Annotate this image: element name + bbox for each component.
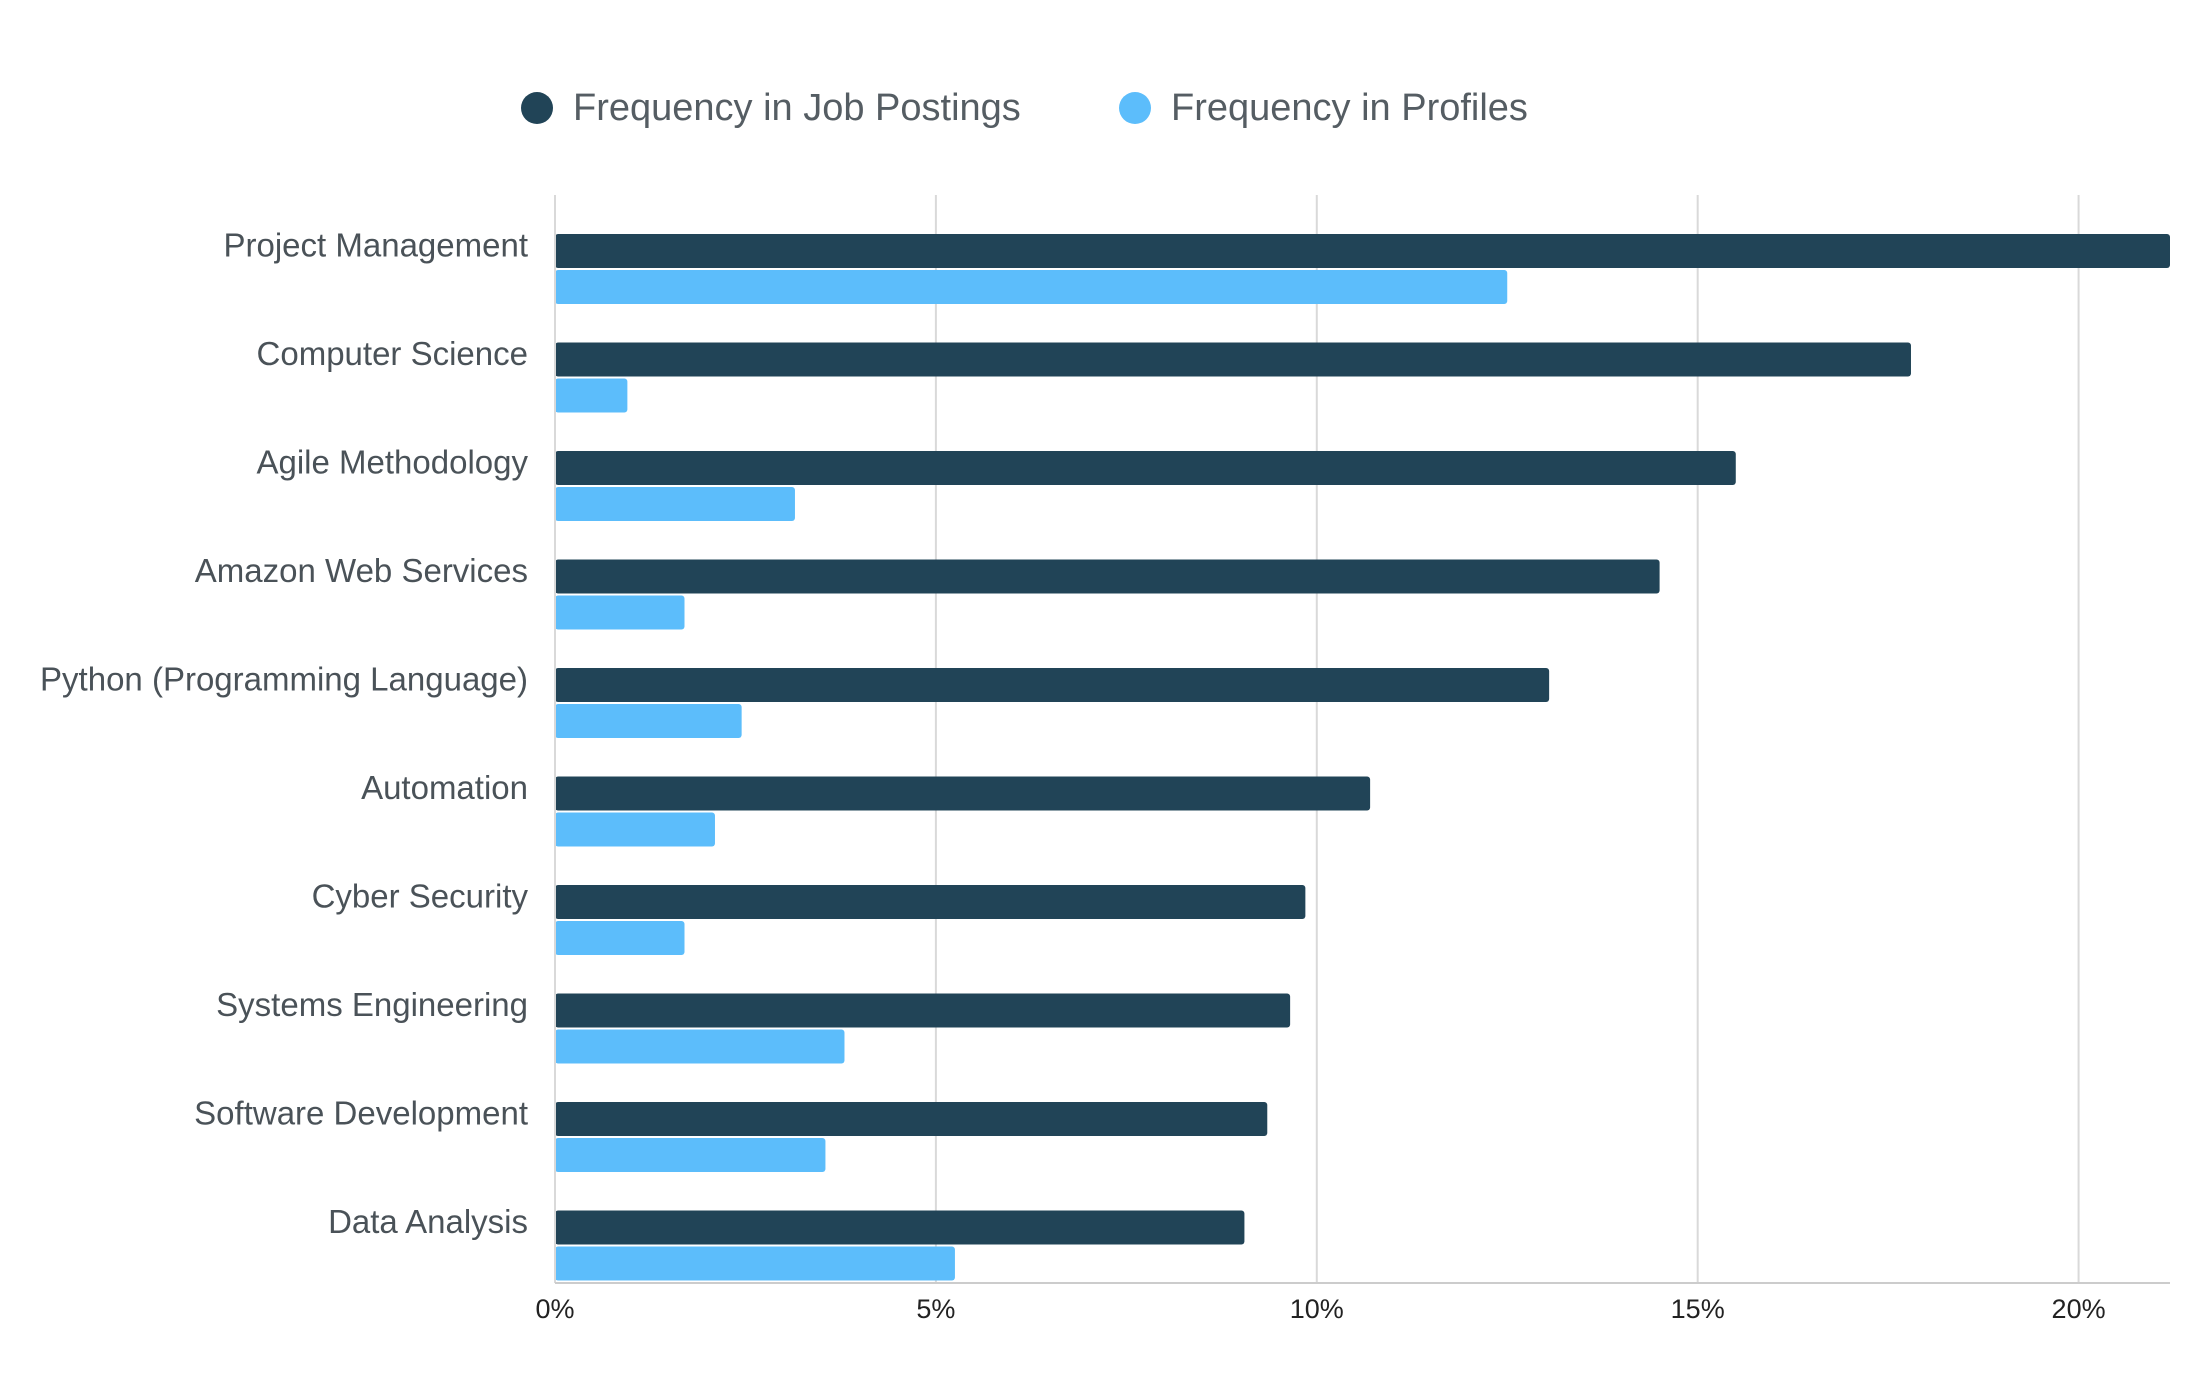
category-label: Systems Engineering bbox=[216, 986, 528, 1023]
bar-profiles bbox=[555, 595, 685, 630]
bar-job-postings bbox=[555, 234, 2170, 268]
bar-profiles bbox=[555, 704, 742, 738]
category-label: Cyber Security bbox=[312, 878, 529, 915]
bar-profiles bbox=[555, 1029, 845, 1064]
category-label: Automation bbox=[361, 769, 528, 806]
x-tick-label: 0% bbox=[535, 1294, 574, 1324]
bar-profiles bbox=[555, 1246, 955, 1281]
bar-job-postings bbox=[555, 342, 1911, 377]
bar-profiles bbox=[555, 378, 628, 413]
bar-job-postings bbox=[555, 668, 1550, 702]
legend-label: Frequency in Job Postings bbox=[573, 87, 1021, 129]
bar-job-postings bbox=[555, 885, 1306, 919]
category-label: Software Development bbox=[194, 1095, 528, 1132]
category-label: Amazon Web Services bbox=[195, 552, 528, 589]
bar-profiles bbox=[555, 812, 715, 847]
bar-job-postings bbox=[555, 559, 1660, 594]
category-label: Project Management bbox=[224, 227, 529, 264]
bar-job-postings bbox=[555, 1210, 1245, 1245]
x-tick-label: 15% bbox=[1671, 1294, 1725, 1324]
category-label: Python (Programming Language) bbox=[40, 661, 528, 698]
x-tick-label: 20% bbox=[2052, 1294, 2106, 1324]
bar-job-postings bbox=[555, 1102, 1268, 1136]
bar-job-postings bbox=[555, 993, 1291, 1028]
bar-profiles bbox=[555, 270, 1508, 304]
legend-label: Frequency in Profiles bbox=[1171, 87, 1528, 129]
bar-job-postings bbox=[555, 776, 1371, 811]
x-tick-label: 5% bbox=[916, 1294, 955, 1324]
bars bbox=[555, 234, 2170, 1281]
bar-profiles bbox=[555, 487, 795, 521]
category-label: Computer Science bbox=[257, 335, 528, 372]
bar-profiles bbox=[555, 921, 685, 955]
legend-marker bbox=[521, 92, 553, 124]
bar-profiles bbox=[555, 1138, 826, 1172]
x-axis: 0% 5% 10% 15% 20% bbox=[535, 195, 2170, 1324]
category-label: Agile Methodology bbox=[256, 444, 528, 481]
bar-job-postings bbox=[555, 451, 1736, 485]
x-tick-label: 10% bbox=[1290, 1294, 1344, 1324]
category-label: Data Analysis bbox=[328, 1203, 528, 1240]
category-labels: Project Management Computer Science Agile … bbox=[40, 227, 528, 1241]
legend-marker bbox=[1119, 92, 1151, 124]
legend: Frequency in Job Postings Frequency in Pr… bbox=[521, 87, 1528, 129]
